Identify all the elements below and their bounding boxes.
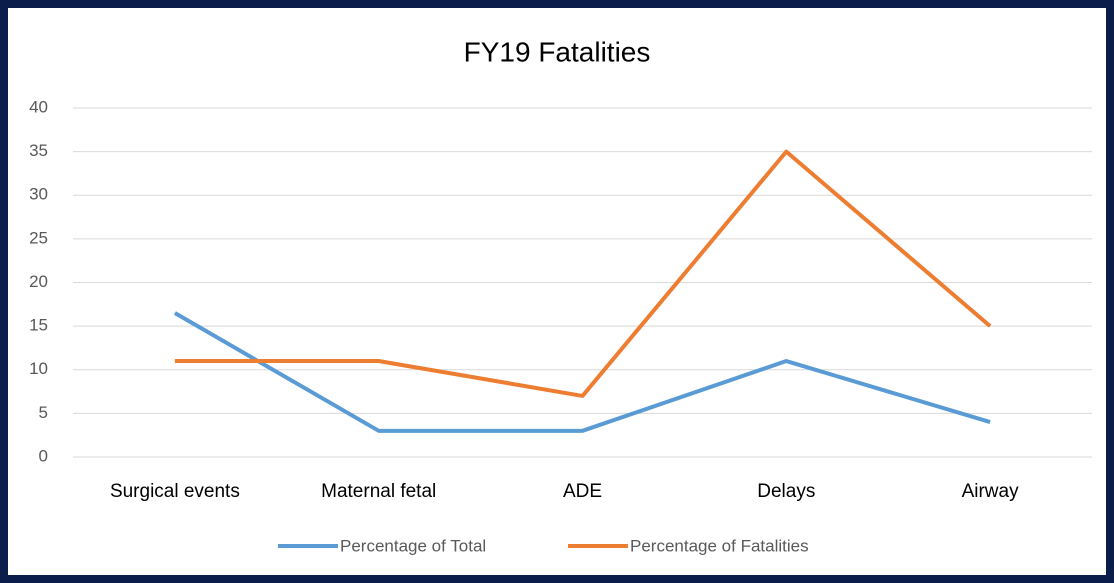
chart-title: FY19 Fatalities bbox=[464, 36, 651, 67]
y-tick-label: 10 bbox=[29, 359, 48, 378]
x-tick-label: Airway bbox=[962, 481, 1020, 502]
y-tick-label: 35 bbox=[29, 141, 48, 160]
x-tick-label: ADE bbox=[563, 481, 602, 502]
legend-label: Percentage of Total bbox=[340, 536, 486, 555]
y-tick-label: 40 bbox=[29, 97, 48, 116]
x-tick-label: Delays bbox=[757, 481, 815, 502]
y-tick-label: 5 bbox=[39, 403, 48, 422]
x-tick-label: Surgical events bbox=[110, 481, 240, 502]
y-tick-label: 0 bbox=[39, 446, 48, 465]
y-tick-label: 20 bbox=[29, 272, 48, 291]
x-tick-label: Maternal fetal bbox=[321, 481, 436, 502]
legend-label: Percentage of Fatalities bbox=[630, 536, 809, 555]
line-series bbox=[173, 311, 991, 433]
line-series bbox=[174, 149, 992, 398]
y-tick-label: 15 bbox=[29, 316, 48, 335]
y-tick-label: 30 bbox=[29, 185, 48, 204]
y-tick-label: 25 bbox=[29, 228, 48, 247]
